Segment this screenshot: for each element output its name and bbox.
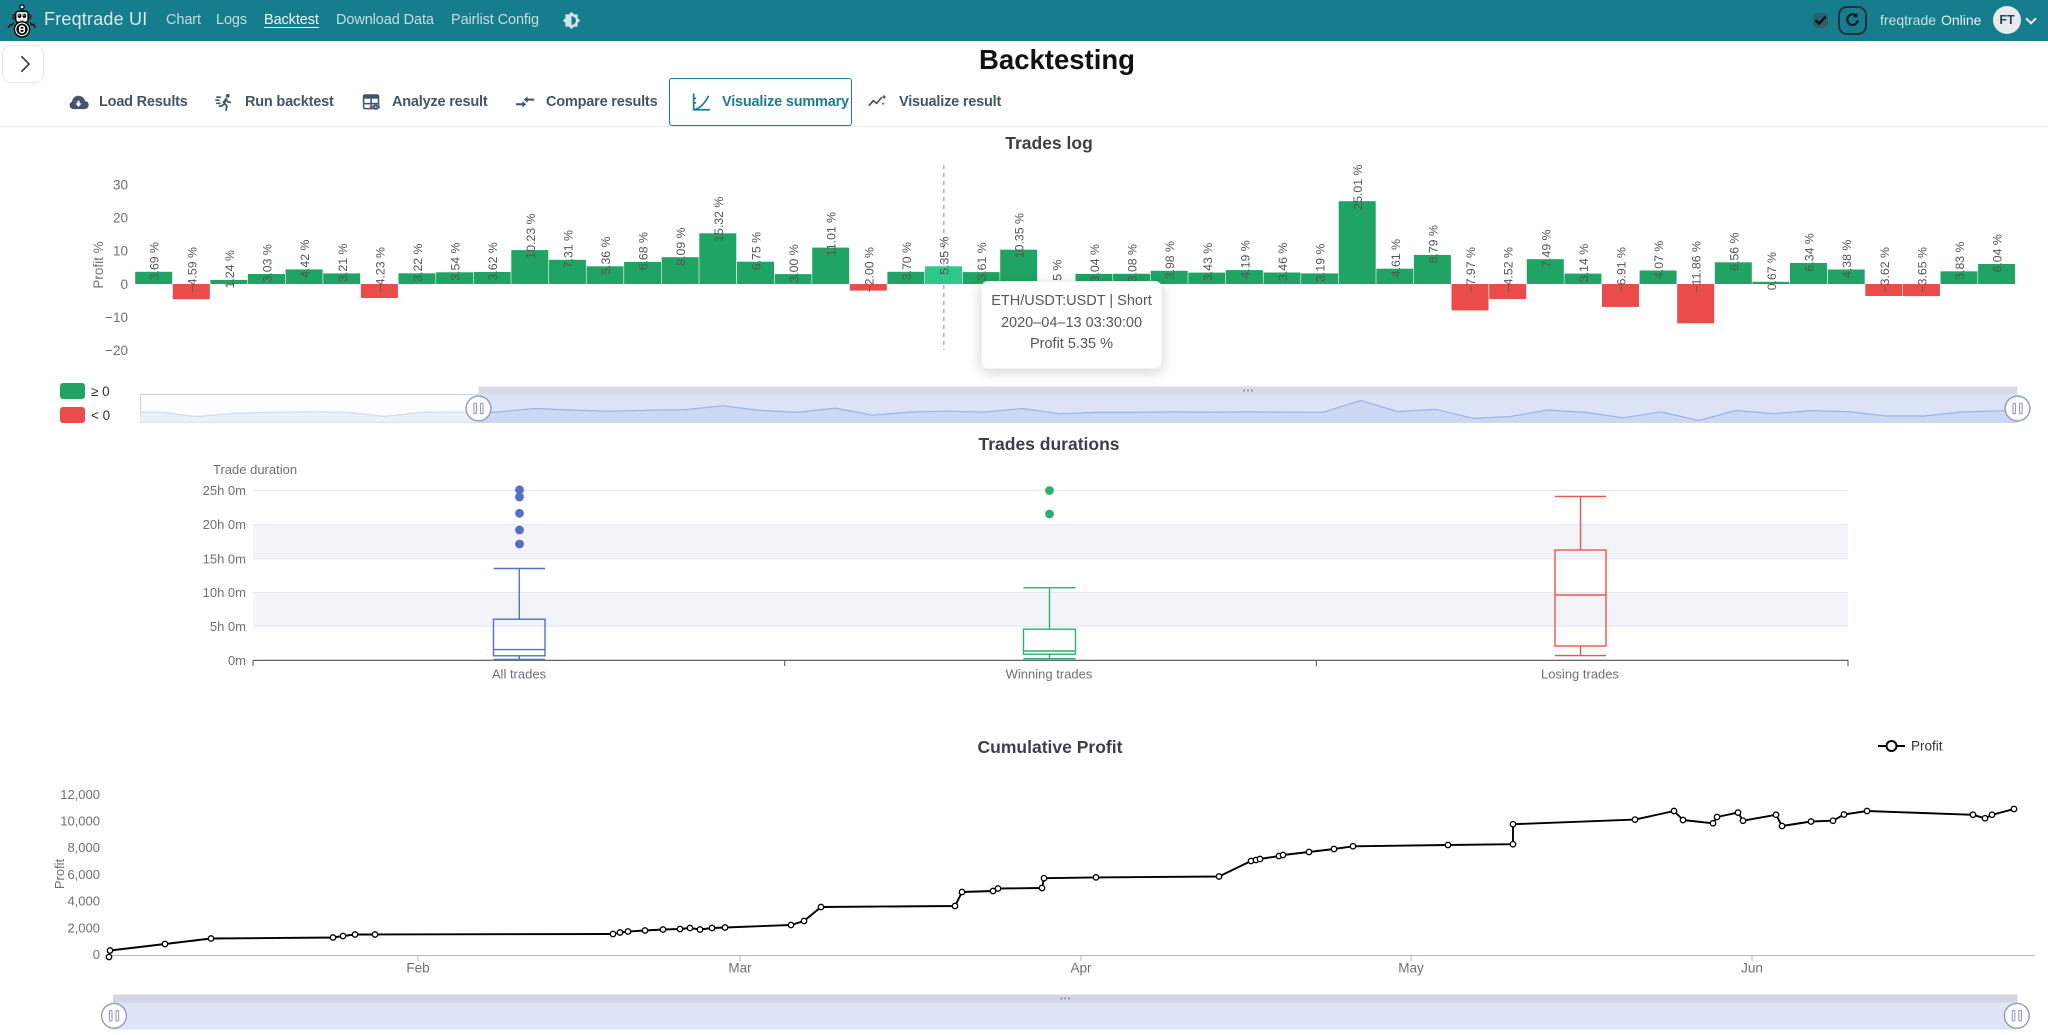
svg-text:−4.52 %: −4.52 % — [1502, 247, 1516, 293]
svg-text:8.79 %: 8.79 % — [1426, 225, 1440, 263]
svg-text:Jun: Jun — [1741, 961, 1763, 976]
svg-text:≥ 0: ≥ 0 — [91, 384, 110, 399]
svg-text:0: 0 — [120, 277, 128, 292]
svg-text:15.32 %: 15.32 % — [712, 197, 726, 242]
svg-text:10: 10 — [113, 244, 128, 259]
svg-text:Winning trades: Winning trades — [1006, 667, 1093, 682]
svg-text:20: 20 — [113, 211, 128, 226]
svg-text:−4.23 %: −4.23 % — [373, 247, 387, 293]
svg-text:6.04 %: 6.04 % — [1991, 234, 2005, 272]
svg-text:6.56 %: 6.56 % — [1727, 232, 1741, 270]
svg-text:3.04 %: 3.04 % — [1088, 244, 1102, 282]
svg-text:3.08 %: 3.08 % — [1126, 244, 1140, 282]
svg-text:3.22 %: 3.22 % — [411, 243, 425, 281]
svg-text:6.75 %: 6.75 % — [750, 232, 764, 270]
svg-text:−20: −20 — [105, 343, 128, 358]
svg-text:10h 0m: 10h 0m — [203, 585, 246, 600]
svg-text:Profit: Profit — [52, 858, 67, 889]
svg-text:25.01 %: 25.01 % — [1351, 165, 1365, 210]
svg-text:8,000: 8,000 — [67, 840, 100, 855]
svg-text:11.01 %: 11.01 % — [825, 212, 839, 256]
svg-text:0: 0 — [93, 947, 100, 962]
svg-text:10.35 %: 10.35 % — [1013, 213, 1027, 258]
svg-text:May: May — [1398, 961, 1424, 976]
svg-text:4.07 %: 4.07 % — [1652, 241, 1666, 279]
svg-text:−7.97 %: −7.97 % — [1464, 247, 1478, 293]
svg-text:−6.91 %: −6.91 % — [1615, 247, 1629, 293]
svg-text:25h 0m: 25h 0m — [203, 483, 246, 498]
svg-text:2,000: 2,000 — [67, 920, 100, 935]
svg-text:3.00 %: 3.00 % — [787, 244, 801, 282]
svg-text:4.61 %: 4.61 % — [1389, 239, 1403, 277]
svg-text:3.54 %: 3.54 % — [449, 242, 463, 280]
svg-text:Apr: Apr — [1070, 961, 1092, 976]
svg-text:3.21 %: 3.21 % — [336, 244, 350, 282]
svg-text:3.69 %: 3.69 % — [148, 242, 162, 280]
svg-text:Mar: Mar — [728, 961, 752, 976]
svg-text:Feb: Feb — [406, 961, 429, 976]
svg-text:< 0: < 0 — [91, 408, 110, 423]
svg-text:3.83 %: 3.83 % — [1953, 241, 1967, 279]
svg-text:5.36 %: 5.36 % — [599, 236, 613, 274]
svg-text:All trades: All trades — [492, 667, 547, 682]
svg-text:Trades durations: Trades durations — [978, 434, 1119, 454]
svg-text:Trade duration: Trade duration — [213, 462, 297, 477]
svg-text:3.62 %: 3.62 % — [486, 242, 500, 280]
svg-text:Trades log: Trades log — [1005, 133, 1093, 153]
svg-text:−11.86 %: −11.86 % — [1690, 241, 1704, 292]
svg-text:Profit: Profit — [1911, 739, 1943, 754]
svg-text:10,000: 10,000 — [60, 814, 100, 829]
svg-text:12,000: 12,000 — [60, 787, 100, 802]
svg-text:4.38 %: 4.38 % — [1840, 240, 1854, 278]
svg-text:Losing trades: Losing trades — [1541, 667, 1620, 682]
svg-text:0m: 0m — [228, 653, 246, 668]
svg-text:3.61 %: 3.61 % — [975, 242, 989, 280]
svg-text:15h 0m: 15h 0m — [203, 551, 246, 566]
svg-text:6,000: 6,000 — [67, 867, 100, 882]
svg-text:5h 0m: 5h 0m — [210, 619, 246, 634]
svg-text:6.68 %: 6.68 % — [637, 232, 651, 270]
svg-text:4.42 %: 4.42 % — [298, 240, 312, 278]
svg-text:1.24 %: 1.24 % — [223, 250, 237, 288]
svg-text:10.23 %: 10.23 % — [524, 213, 538, 258]
svg-text:4.19 %: 4.19 % — [1238, 240, 1252, 278]
svg-text:3.03 %: 3.03 % — [261, 244, 275, 282]
svg-text:−3.65 %: −3.65 % — [1915, 247, 1929, 293]
svg-text:Profit %: Profit % — [91, 241, 106, 288]
svg-text:3.19 %: 3.19 % — [1314, 244, 1328, 282]
svg-text:6.34 %: 6.34 % — [1803, 233, 1817, 271]
svg-text:−10: −10 — [105, 310, 128, 325]
svg-text:3.46 %: 3.46 % — [1276, 243, 1290, 281]
svg-text:30: 30 — [113, 178, 128, 193]
svg-text:−2.00 %: −2.00 % — [862, 247, 876, 293]
svg-text:−4.59 %: −4.59 % — [185, 247, 199, 293]
svg-text:0.67 %: 0.67 % — [1765, 252, 1779, 290]
svg-text:5.35 %: 5.35 % — [938, 236, 952, 274]
svg-text:Cumulative Profit: Cumulative Profit — [978, 737, 1123, 757]
svg-text:3.43 %: 3.43 % — [1201, 243, 1215, 281]
svg-text:3.70 %: 3.70 % — [900, 242, 914, 280]
svg-text:8.09 %: 8.09 % — [674, 227, 688, 265]
svg-text:7.31 %: 7.31 % — [561, 230, 575, 268]
svg-text:3.14 %: 3.14 % — [1577, 244, 1591, 282]
svg-text:7.49 %: 7.49 % — [1539, 229, 1553, 267]
svg-text:−3.62 %: −3.62 % — [1878, 247, 1892, 293]
svg-text:20h 0m: 20h 0m — [203, 517, 246, 532]
svg-text:3.98 %: 3.98 % — [1163, 241, 1177, 279]
svg-text:4,000: 4,000 — [67, 894, 100, 909]
